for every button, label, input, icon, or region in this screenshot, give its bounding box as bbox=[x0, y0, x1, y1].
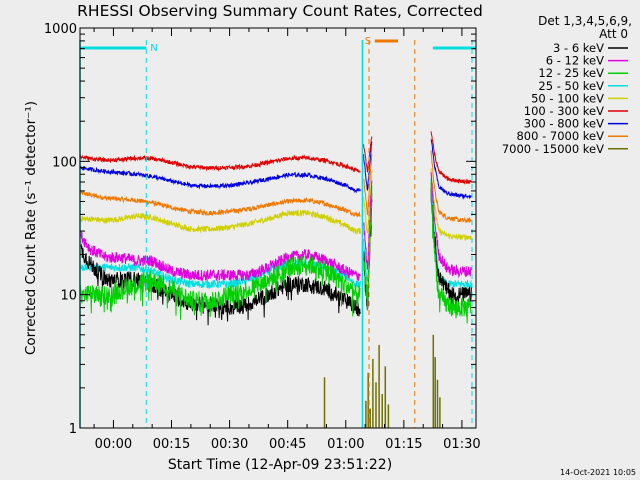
legend-label-9: 7000 - 15000 keV bbox=[502, 142, 604, 156]
plot-frame bbox=[79, 27, 477, 429]
series-line-3-seg-1 bbox=[80, 255, 361, 320]
x-tick-label-3: 00:45 bbox=[269, 437, 306, 452]
series-line-3-seg-3 bbox=[430, 182, 472, 324]
series-line-7-seg-1 bbox=[80, 165, 361, 194]
legend-header-attenuator: Att 0 bbox=[599, 27, 628, 41]
series-line-7-seg-3 bbox=[430, 139, 472, 200]
series-line-1-seg-1 bbox=[80, 243, 361, 326]
series-line-7-seg-2 bbox=[363, 141, 373, 191]
series-line-2-seg-3 bbox=[430, 172, 472, 279]
series-line-8-seg-3 bbox=[430, 150, 472, 224]
y-tick-label-0: 1 bbox=[69, 422, 77, 437]
series-line-5-seg-2 bbox=[363, 171, 373, 234]
legend-header-detectors: Det 1,3,4,5,6,9, bbox=[538, 14, 632, 28]
y-tick-label-3: 1000 bbox=[44, 22, 77, 37]
x-tick-label-4: 01:00 bbox=[327, 437, 364, 452]
legend-label-2: 6 - 12 keV bbox=[546, 54, 604, 68]
legend-label-6: 100 - 300 keV bbox=[524, 104, 604, 118]
y-tick-label-2: 100 bbox=[52, 155, 77, 170]
series-line-4-seg-1 bbox=[80, 258, 361, 290]
y-axis-label: Corrected Count Rate (s⁻¹ detector⁻¹) bbox=[23, 101, 39, 355]
x-tick-label-2: 00:30 bbox=[211, 437, 248, 452]
series-line-8-seg-2 bbox=[363, 154, 373, 216]
series-line-5-seg-1 bbox=[80, 209, 361, 235]
saa-label-3: S bbox=[365, 36, 371, 47]
legend-label-4: 25 - 50 keV bbox=[538, 79, 604, 93]
legend-label-3: 12 - 25 keV bbox=[538, 66, 604, 80]
x-axis-label: Start Time (12-Apr-09 23:51:22) bbox=[168, 457, 392, 473]
night-label-1: N bbox=[150, 43, 157, 54]
series-line-8-seg-1 bbox=[80, 190, 361, 218]
x-tick-label-6: 01:30 bbox=[443, 437, 480, 452]
legend-label-5: 50 - 100 keV bbox=[531, 91, 604, 105]
x-tick-label-5: 01:15 bbox=[385, 437, 422, 452]
series-line-3-seg-2 bbox=[363, 193, 373, 311]
footer-timestamp: 14-Oct-2021 10:05 bbox=[560, 468, 636, 477]
x-tick-label-1: 00:15 bbox=[153, 437, 190, 452]
legend-label-8: 800 - 7000 keV bbox=[516, 129, 604, 143]
series-line-6-seg-1 bbox=[80, 154, 361, 173]
series-line-6-seg-2 bbox=[363, 136, 373, 173]
series-line-2-seg-2 bbox=[363, 180, 373, 270]
legend-label-1: 3 - 6 keV bbox=[553, 41, 604, 55]
x-tick-label-0: 00:00 bbox=[95, 437, 132, 452]
series-line-2-seg-1 bbox=[80, 230, 361, 282]
series-line-6-seg-3 bbox=[430, 131, 472, 185]
series-line-5-seg-3 bbox=[430, 168, 472, 241]
y-tick-label-1: 10 bbox=[60, 289, 77, 304]
series-line-1-seg-3 bbox=[430, 187, 472, 308]
axes: 00:00 00:15 00:30 00:45 01:00 01:15 01:30 1 10 10… bbox=[44, 22, 481, 452]
legend-label-7: 300 - 800 keV bbox=[524, 117, 604, 131]
plot-area bbox=[80, 131, 472, 428]
chart-title: RHESSI Observing Summary Count Rates, Co… bbox=[77, 2, 483, 20]
series-line-4-seg-3 bbox=[430, 178, 472, 290]
